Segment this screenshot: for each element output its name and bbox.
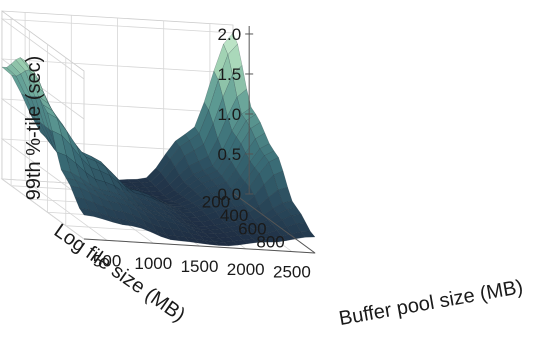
surface (1, 32, 316, 247)
z-tick-label: 0.5 (218, 145, 242, 164)
surface-patch (261, 237, 278, 243)
x-tick-label: 2500 (273, 263, 311, 282)
surface-patch (213, 241, 230, 247)
x-tick-label: 1500 (181, 257, 219, 276)
x-axis-title: Buffer pool size (MB) (337, 276, 524, 330)
y-axis-line (232, 192, 316, 254)
z-tick-label: 2.0 (218, 25, 242, 44)
surface-patch (271, 236, 287, 243)
z-tick-label: 0.0 (218, 185, 242, 204)
z-axis-title: 99th %-tile (sec) (23, 56, 45, 201)
y-tick-label: 800 (256, 233, 284, 252)
surface-patch (184, 236, 201, 244)
z-tick-label: 1.0 (218, 105, 242, 124)
z-tick-label: 1.5 (218, 65, 242, 84)
surface-patch (223, 241, 239, 247)
surface-patch (88, 209, 104, 220)
z-gridline (0, 58, 234, 120)
axis-frame (83, 25, 316, 254)
y-tick-label: 600 (238, 219, 266, 238)
x-axis-line (83, 238, 316, 254)
y-tick-label: 400 (220, 206, 248, 225)
y-tick-label: 200 (202, 193, 230, 212)
z-gridline (0, 18, 234, 80)
surface-patch (252, 237, 268, 243)
x-tick-label: 2000 (227, 260, 265, 279)
z-gridline (0, 138, 234, 200)
surface-patch (98, 212, 114, 223)
surface-patch (126, 219, 143, 229)
x-tick-label: 500 (93, 251, 121, 270)
x-tick-label: 1000 (134, 254, 172, 273)
surface-patch (165, 234, 181, 242)
surface-patch (300, 231, 316, 238)
surface-patch (146, 226, 162, 237)
surface-patch (78, 207, 95, 217)
